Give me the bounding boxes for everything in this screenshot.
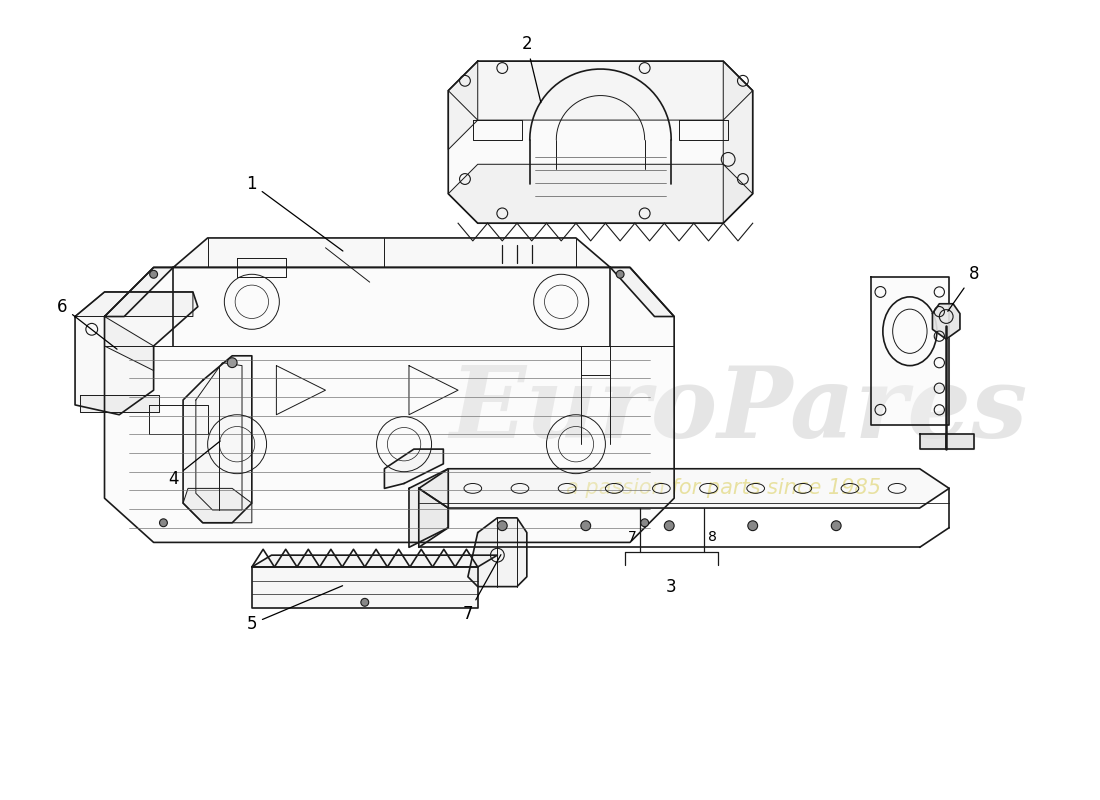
Polygon shape	[468, 518, 527, 586]
Polygon shape	[104, 317, 154, 370]
Text: 3: 3	[666, 578, 676, 596]
Polygon shape	[419, 469, 949, 508]
Polygon shape	[104, 267, 674, 542]
Polygon shape	[75, 292, 198, 414]
Polygon shape	[252, 567, 477, 608]
Circle shape	[581, 521, 591, 530]
Polygon shape	[449, 61, 477, 150]
Circle shape	[832, 521, 842, 530]
Polygon shape	[75, 292, 192, 317]
Text: 7: 7	[463, 554, 500, 623]
Polygon shape	[183, 488, 252, 522]
Circle shape	[150, 270, 157, 278]
Polygon shape	[419, 488, 449, 547]
Text: 8: 8	[948, 266, 979, 311]
Polygon shape	[183, 356, 252, 522]
Text: 8: 8	[708, 530, 717, 545]
Polygon shape	[610, 267, 674, 317]
Circle shape	[228, 358, 238, 367]
Polygon shape	[449, 61, 752, 120]
Polygon shape	[104, 267, 174, 317]
Polygon shape	[80, 395, 158, 412]
Polygon shape	[174, 238, 610, 267]
Polygon shape	[449, 61, 752, 223]
Text: a passion for parts since 1985: a passion for parts since 1985	[565, 478, 881, 498]
Text: 6: 6	[57, 298, 117, 349]
Polygon shape	[933, 304, 960, 339]
Circle shape	[361, 598, 368, 606]
Text: 2: 2	[521, 35, 541, 102]
Polygon shape	[724, 61, 752, 223]
Circle shape	[664, 521, 674, 530]
Polygon shape	[384, 449, 443, 488]
Circle shape	[616, 270, 624, 278]
Polygon shape	[449, 164, 752, 223]
Polygon shape	[252, 555, 497, 567]
Circle shape	[160, 519, 167, 526]
Polygon shape	[409, 469, 449, 547]
Text: 7: 7	[627, 530, 636, 545]
Text: EuroPares: EuroPares	[449, 362, 1027, 458]
Polygon shape	[870, 278, 949, 425]
Text: 5: 5	[246, 586, 342, 633]
Circle shape	[748, 521, 758, 530]
Circle shape	[641, 519, 649, 526]
Polygon shape	[920, 434, 974, 449]
Text: 1: 1	[246, 175, 343, 251]
Circle shape	[497, 521, 507, 530]
Text: 4: 4	[168, 441, 220, 487]
